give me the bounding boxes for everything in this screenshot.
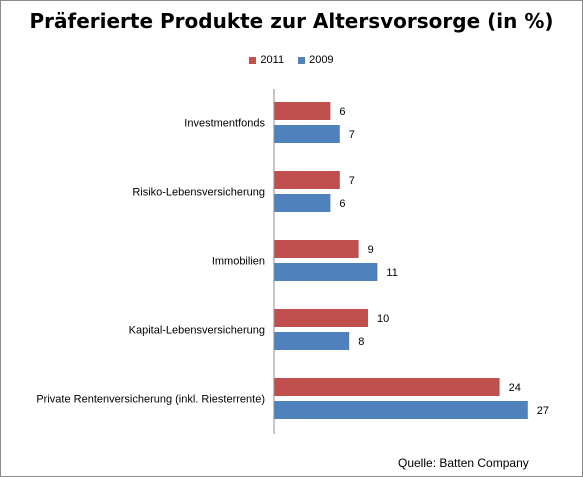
data-label-2009-2: 11 [386,267,397,279]
bar-2011-0 [274,102,331,120]
legend-item-2009: 2009 [298,54,334,66]
bar-2011-1 [274,171,340,189]
chart-title: Präferierte Produkte zur Altersvorsorge … [29,9,554,33]
data-label-2009-1: 6 [339,198,345,210]
category-label: Kapital-Lebensversicherung [129,325,265,337]
bar-2009-3 [274,332,350,350]
data-label-2009-0: 7 [349,129,355,141]
data-label-2011-1: 7 [349,175,355,187]
bar-2011-3 [274,309,368,327]
data-label-2011-0: 6 [339,106,345,118]
category-label: Investmentfonds [184,118,265,130]
bar-2011-4 [274,378,500,396]
category-label: Immobilien [212,256,265,268]
category-label: Private Rentenversicherung (inkl. Rieste… [36,394,265,406]
bar-2009-2 [274,263,378,281]
bar-2009-0 [274,125,340,143]
legend: 2011 2009 [1,54,582,66]
bar-2011-2 [274,240,359,258]
data-label-2011-4: 24 [509,382,521,394]
legend-label-2011: 2011 [260,54,285,66]
legend-swatch-2009 [298,56,306,64]
data-label-2011-3: 10 [377,313,389,325]
legend-label-2009: 2009 [309,54,334,66]
legend-item-2011: 2011 [249,54,284,66]
source-note: Quelle: Batten Company [398,456,529,470]
bar-2009-4 [274,401,528,419]
legend-swatch-2011 [249,56,257,64]
data-label-2011-2: 9 [368,244,374,256]
bar-2009-1 [274,194,331,212]
data-label-2009-3: 8 [358,336,364,348]
category-label: Risiko-Lebensversicherung [132,187,265,199]
data-label-2009-4: 27 [537,405,549,417]
